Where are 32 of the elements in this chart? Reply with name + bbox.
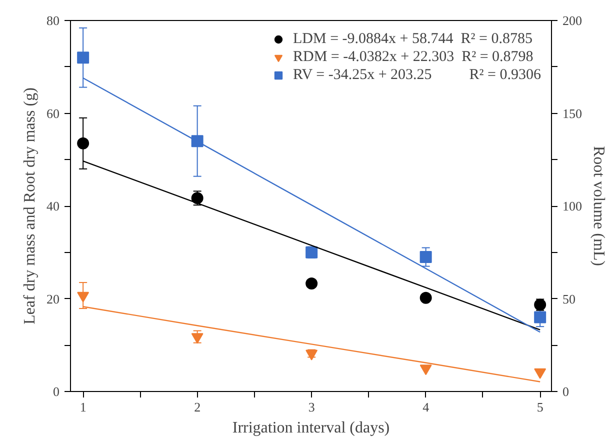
y-tick-label: 60 <box>46 106 60 121</box>
x-tick-label: 1 <box>80 400 86 414</box>
point <box>77 52 90 64</box>
point <box>420 251 432 264</box>
y-tick-label: 80 <box>46 13 60 28</box>
y-tick-label: 20 <box>46 291 60 306</box>
legend-label: LDM = -9.0884x + 58.744 R² = 0.8785 <box>293 30 532 48</box>
x-tick-label: 3 <box>308 400 315 414</box>
point <box>191 333 204 344</box>
y2-tick-label: 50 <box>562 291 576 306</box>
y-axis-title: Leaf dry mass and Root dry mass (g) <box>22 88 38 324</box>
x-axis-title: Irrigation interval (days) <box>232 420 390 436</box>
point <box>420 364 432 376</box>
x-tick-label: 4 <box>422 400 430 414</box>
y2-tick-label: 0 <box>562 384 569 399</box>
y-tick-label: 0 <box>53 384 60 399</box>
y2-tick-label: 150 <box>562 106 582 121</box>
y-tick-label: 40 <box>46 198 60 214</box>
y2-tick-label: 200 <box>562 13 582 28</box>
legend-label: RDM = -4.0382x + 22.303 R² = 0.8798 <box>293 48 534 66</box>
point <box>306 277 318 290</box>
point <box>534 368 546 379</box>
point <box>534 311 546 324</box>
x-tick-label: 5 <box>536 400 544 414</box>
point <box>77 137 90 150</box>
x-tick-label: 2 <box>194 400 201 414</box>
y2-tick-label: 100 <box>562 198 582 214</box>
point <box>306 350 318 360</box>
y2-axis-title: Root volume (mL) <box>590 146 607 266</box>
legend-label: RV = -34.25x + 203.25 R² = 0.9306 <box>293 66 541 84</box>
point <box>420 292 432 304</box>
point <box>77 292 90 302</box>
